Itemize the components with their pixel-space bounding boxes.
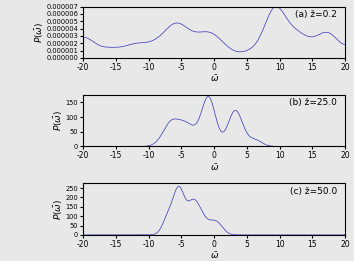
X-axis label: $\bar{\omega}$: $\bar{\omega}$ — [210, 250, 219, 261]
Y-axis label: $P(\bar{\omega})$: $P(\bar{\omega})$ — [52, 110, 64, 131]
Text: (a) ž=0.2: (a) ž=0.2 — [296, 10, 337, 19]
Text: (c) ž=50.0: (c) ž=50.0 — [290, 187, 337, 195]
X-axis label: $\bar{\omega}$: $\bar{\omega}$ — [210, 73, 219, 84]
X-axis label: $\bar{\omega}$: $\bar{\omega}$ — [210, 162, 219, 173]
Y-axis label: $P(\bar{\omega})$: $P(\bar{\omega})$ — [33, 22, 45, 43]
Text: (b) ž=25.0: (b) ž=25.0 — [290, 98, 337, 107]
Y-axis label: $P(\bar{\omega})$: $P(\bar{\omega})$ — [52, 199, 64, 220]
